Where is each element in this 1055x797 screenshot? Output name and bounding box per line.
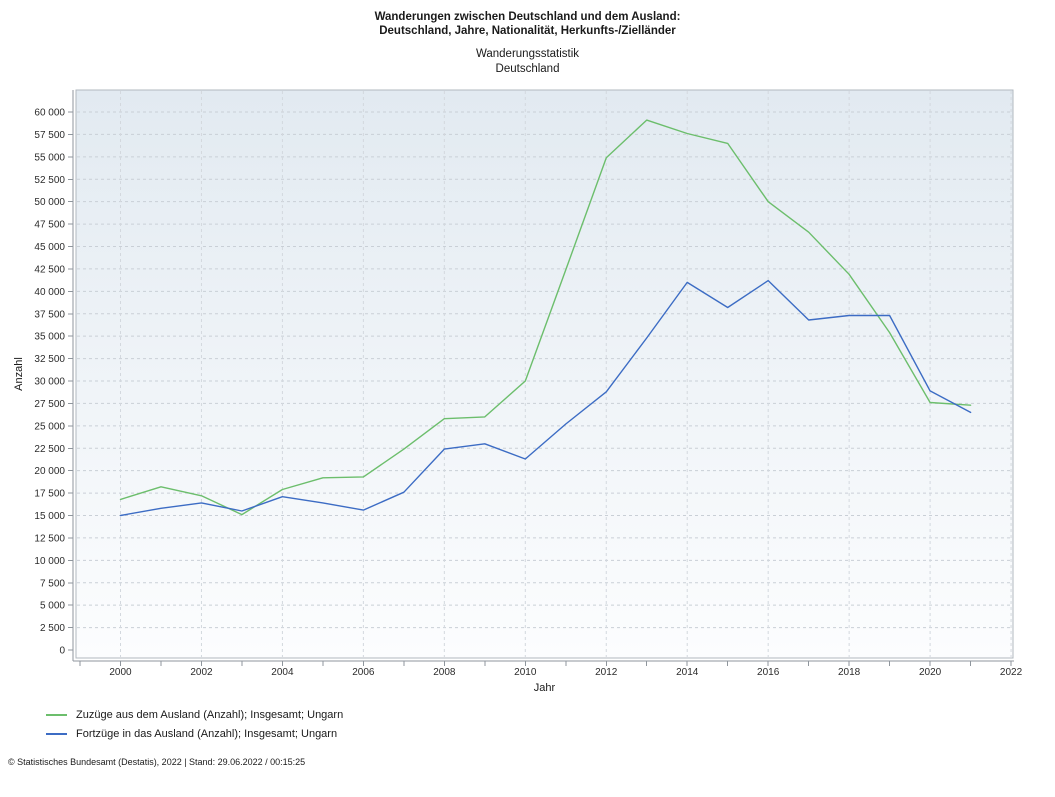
- svg-text:45 000: 45 000: [34, 242, 65, 253]
- chart-legend: Zuzüge aus dem Ausland (Anzahl); Insgesa…: [46, 705, 343, 743]
- series-line-fortzuege: [119, 279, 972, 517]
- vertical-gridlines: [120, 91, 1012, 657]
- svg-text:22 500: 22 500: [34, 444, 65, 455]
- svg-text:2022: 2022: [1000, 667, 1023, 678]
- svg-text:2012: 2012: [595, 667, 618, 678]
- x-axis-title: Jahr: [534, 682, 556, 694]
- chart-subtitle-line-1: Wanderungsstatistik: [475, 48, 580, 60]
- svg-text:52 500: 52 500: [34, 175, 65, 186]
- copyright-footer: © Statistisches Bundesamt (Destatis), 20…: [8, 757, 306, 767]
- svg-text:50 000: 50 000: [34, 197, 65, 208]
- svg-text:35 000: 35 000: [34, 332, 65, 343]
- svg-text:2004: 2004: [271, 667, 294, 678]
- svg-text:2020: 2020: [919, 667, 942, 678]
- svg-text:60 000: 60 000: [34, 108, 65, 119]
- series-line-zuzuege: [119, 119, 972, 516]
- plot-area: [75, 89, 1014, 659]
- svg-text:2008: 2008: [433, 667, 456, 678]
- legend-line-swatch-fortzuege: [46, 732, 67, 735]
- svg-text:47 500: 47 500: [34, 220, 65, 231]
- svg-text:2 500: 2 500: [40, 623, 65, 634]
- svg-text:2010: 2010: [514, 667, 537, 678]
- svg-text:10 000: 10 000: [34, 556, 65, 567]
- svg-text:15 000: 15 000: [34, 511, 65, 522]
- legend-item-zuzuege: Zuzüge aus dem Ausland (Anzahl); Insgesa…: [46, 705, 343, 724]
- svg-text:2016: 2016: [757, 667, 780, 678]
- chart-subtitle-line-2: Deutschland: [495, 63, 560, 75]
- svg-text:2002: 2002: [190, 667, 213, 678]
- svg-text:2000: 2000: [109, 667, 132, 678]
- svg-text:27 500: 27 500: [34, 399, 65, 410]
- chart-title-line-2: Deutschland, Jahre, Nationalität, Herkun…: [379, 25, 676, 37]
- axes: [68, 90, 1014, 666]
- legend-label-zuzuege: Zuzüge aus dem Ausland (Anzahl); Insgesa…: [76, 708, 344, 721]
- svg-text:0: 0: [59, 646, 65, 657]
- svg-text:37 500: 37 500: [34, 309, 65, 320]
- svg-text:5 000: 5 000: [40, 601, 65, 612]
- chart-header: Wanderungen zwischen Deutschland und dem…: [0, 10, 1055, 77]
- svg-text:57 500: 57 500: [34, 130, 65, 141]
- svg-text:17 500: 17 500: [34, 489, 65, 500]
- svg-text:12 500: 12 500: [34, 533, 65, 544]
- svg-text:30 000: 30 000: [34, 377, 65, 388]
- svg-text:7 500: 7 500: [40, 578, 65, 589]
- chart-title-line-1: Wanderungen zwischen Deutschland und dem…: [374, 11, 681, 23]
- legend-line-swatch-zuzuege: [46, 713, 67, 716]
- svg-text:55 000: 55 000: [34, 152, 65, 163]
- legend-item-fortzuege: Fortzüge in das Ausland (Anzahl); Insges…: [46, 724, 343, 743]
- svg-text:2014: 2014: [676, 667, 699, 678]
- svg-text:25 000: 25 000: [34, 421, 65, 432]
- legend-label-fortzuege: Fortzüge in das Ausland (Anzahl); Insges…: [76, 727, 338, 740]
- svg-text:42 500: 42 500: [34, 264, 65, 275]
- svg-text:40 000: 40 000: [34, 287, 65, 298]
- chart-subtitle: Wanderungsstatistik Deutschland: [0, 47, 1055, 77]
- svg-text:2018: 2018: [838, 667, 861, 678]
- svg-text:20 000: 20 000: [34, 466, 65, 477]
- x-tick-labels: 2000 2002 2004 2006 2008 2010 2012 2014 2016 2018…: [109, 667, 1022, 678]
- y-tick-labels: 0 2 500 5 000 7 500 10 000 12 500 15 000 17 500…: [34, 108, 65, 657]
- y-axis-title: Anzahl: [13, 357, 25, 391]
- svg-text:2006: 2006: [352, 667, 375, 678]
- svg-text:32 500: 32 500: [34, 354, 65, 365]
